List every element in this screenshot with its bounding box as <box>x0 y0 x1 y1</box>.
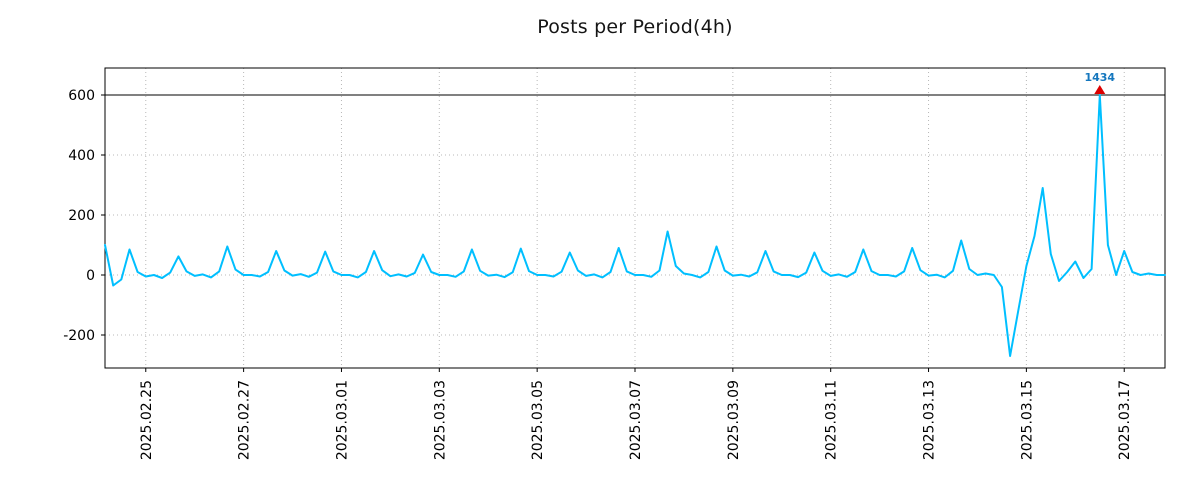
x-axis-tick-label: 2025.03.07 <box>628 380 644 460</box>
x-axis-tick-label: 2025.03.17 <box>1117 380 1133 460</box>
chart-title: Posts per Period(4h) <box>537 16 733 38</box>
x-axis-tick-label: 2025.03.09 <box>726 380 742 460</box>
x-axis-tick-label: 2025.03.01 <box>334 380 350 460</box>
peak-annotation-label: 1434 <box>1084 71 1115 84</box>
y-axis-tick-label: 600 <box>68 88 95 104</box>
peak-marker-triangle-icon <box>1094 85 1106 94</box>
x-axis-tick-label: 2025.03.11 <box>824 380 840 460</box>
x-axis-tick-label: 2025.03.05 <box>530 380 546 460</box>
x-axis-tick-label: 2025.03.03 <box>432 380 448 460</box>
x-axis-tick-label: 2025.03.15 <box>1019 380 1035 460</box>
x-axis-tick-label: 2025.02.25 <box>139 380 155 460</box>
y-axis-tick-label: -200 <box>63 328 95 344</box>
y-axis-tick-label: 200 <box>68 208 95 224</box>
series-line <box>104 94 1166 357</box>
x-axis-tick-label: 2025.03.13 <box>922 380 938 460</box>
x-axis-tick-label: 2025.02.27 <box>237 380 253 460</box>
y-axis-tick-label: 400 <box>68 148 95 164</box>
y-axis-tick-label: 0 <box>86 268 95 284</box>
